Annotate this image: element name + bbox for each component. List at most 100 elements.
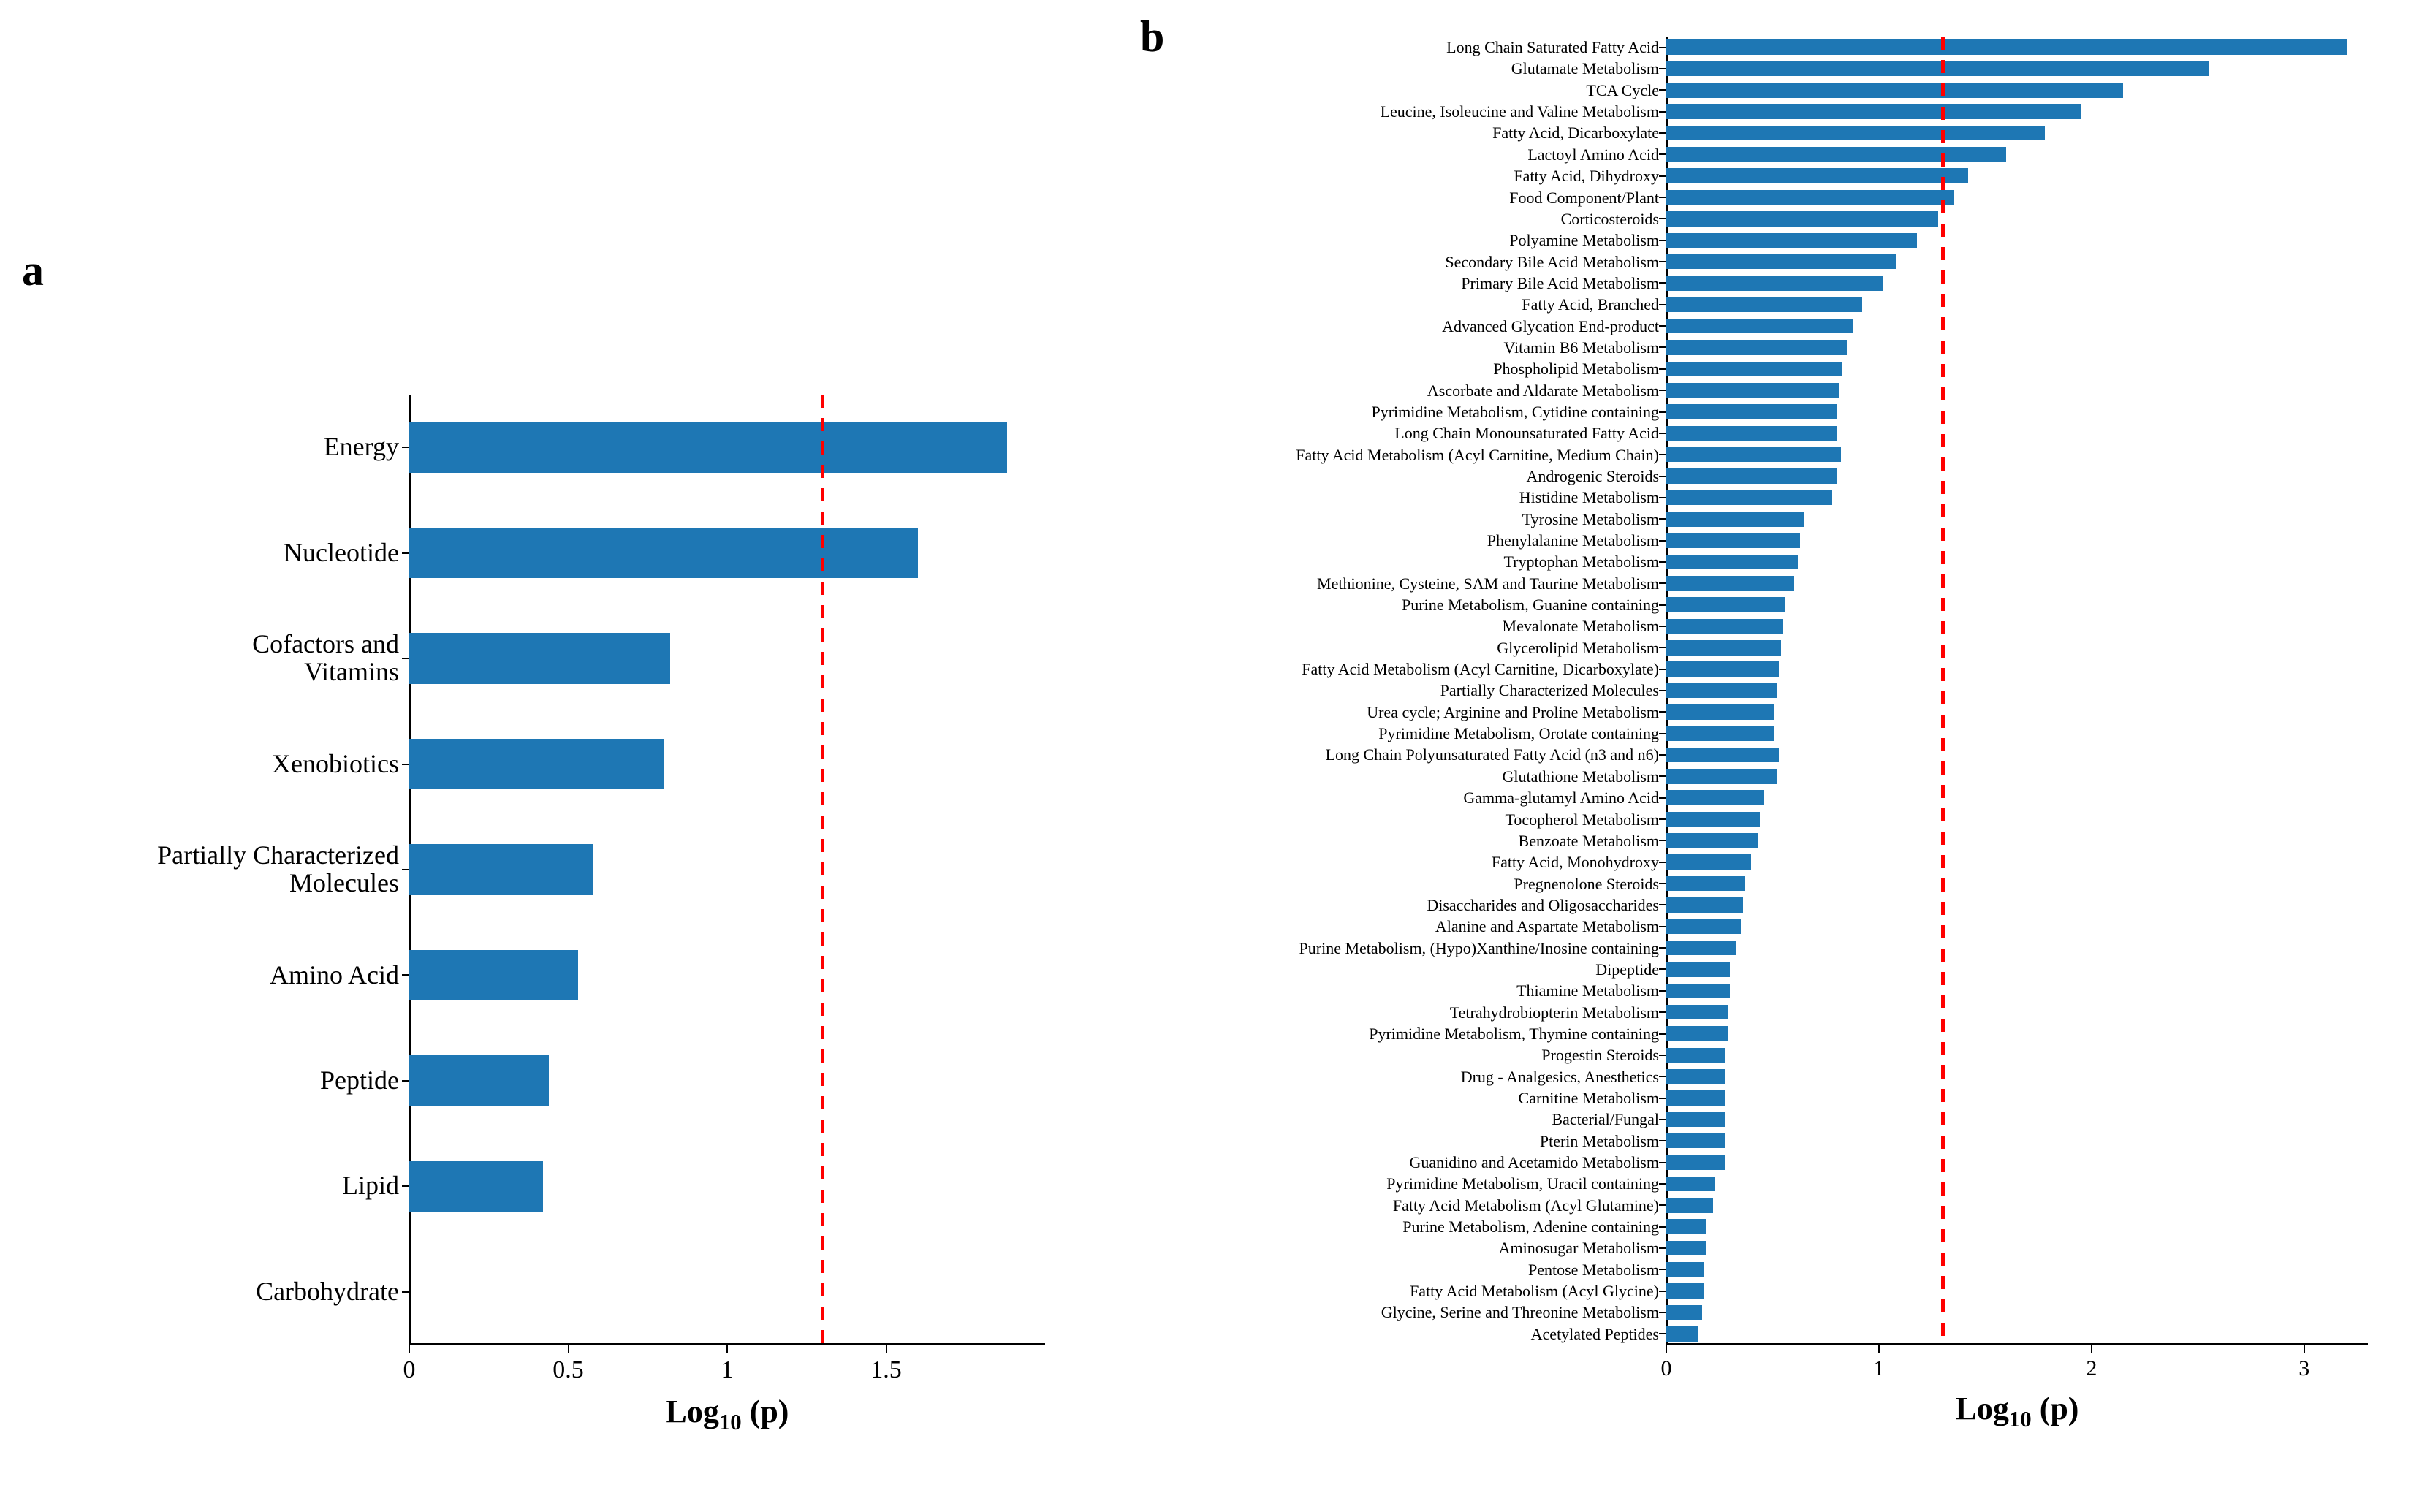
bar (1666, 919, 1741, 935)
bar (1666, 1283, 1704, 1299)
reference-line (821, 395, 826, 1345)
category-label-line: Pyrimidine Metabolism, Cytidine containi… (1371, 403, 1659, 420)
category-label: Dipeptide (1595, 961, 1659, 978)
y-tick (1659, 1076, 1666, 1077)
y-tick (1659, 518, 1666, 520)
category-label: Pyrimidine Metabolism, Uracil containing (1386, 1175, 1659, 1192)
category-label-line: Glycerolipid Metabolism (1497, 639, 1659, 656)
bar (1666, 941, 1736, 956)
category-label-line: Methionine, Cysteine, SAM and Taurine Me… (1317, 575, 1659, 592)
y-tick (1659, 218, 1666, 219)
bar (1666, 276, 1883, 291)
bar (1666, 1090, 1725, 1106)
x-tick-label: 1 (1850, 1356, 1908, 1381)
category-label: Primary Bile Acid Metabolism (1461, 275, 1659, 292)
x-tick-label: 0 (1637, 1356, 1696, 1381)
category-label: Partially Characterized Molecules (1440, 682, 1659, 699)
bar (1666, 1155, 1725, 1170)
category-label: Fatty Acid, Monohydroxy (1492, 854, 1659, 870)
category-label: Tyrosine Metabolism (1522, 511, 1659, 528)
panel-label-text: a (22, 246, 44, 295)
bar (1666, 190, 1954, 205)
bar (1666, 704, 1774, 720)
category-label-line: Amino Acid (270, 962, 399, 989)
category-label-line: Glutamate Metabolism (1511, 60, 1659, 77)
category-label: Benzoate Metabolism (1519, 832, 1659, 849)
y-tick (1659, 282, 1666, 284)
category-label-line: Disaccharides and Oligosaccharides (1427, 897, 1659, 913)
bar (1666, 854, 1751, 870)
bar (1666, 962, 1730, 977)
y-tick (1659, 1312, 1666, 1313)
category-label-line: Carnitine Metabolism (1519, 1090, 1659, 1106)
y-tick (1659, 754, 1666, 756)
x-tick (886, 1345, 887, 1353)
bar (1666, 1048, 1725, 1063)
category-label: Pregnenolone Steroids (1514, 875, 1659, 892)
y-tick (1659, 454, 1666, 455)
category-label: Pyrimidine Metabolism, Orotate containin… (1378, 725, 1659, 742)
category-label: Energy (324, 433, 399, 461)
category-label-line: Purine Metabolism, Guanine containing (1402, 596, 1659, 613)
y-tick (1659, 175, 1666, 177)
y-tick (1659, 346, 1666, 348)
category-label: Polyamine Metabolism (1509, 232, 1659, 248)
category-label-line: Peptide (320, 1067, 399, 1095)
bar (1666, 297, 1862, 313)
category-label-line: Fatty Acid, Monohydroxy (1492, 854, 1659, 870)
category-label-line: Fatty Acid Metabolism (Acyl Carnitine, M… (1296, 447, 1659, 463)
category-label: Alanine and Aspartate Metabolism (1435, 918, 1659, 935)
y-tick (1659, 1269, 1666, 1270)
x-tick-label: 0 (380, 1356, 438, 1384)
bar (1666, 126, 2045, 141)
y-tick (1659, 47, 1666, 48)
bar (1666, 661, 1779, 677)
category-label-line: Phospholipid Metabolism (1493, 360, 1659, 377)
category-label: Corticosteroids (1561, 210, 1659, 227)
y-tick (1659, 733, 1666, 734)
category-label: Long Chain Monounsaturated Fatty Acid (1394, 425, 1659, 441)
bar (1666, 1177, 1715, 1192)
category-label: Lactoyl Amino Acid (1527, 146, 1659, 163)
category-label-line: Long Chain Polyunsaturated Fatty Acid (n… (1326, 746, 1659, 763)
bar (1666, 555, 1798, 570)
bar (1666, 769, 1777, 784)
bar (1666, 1241, 1706, 1256)
category-label-line: Partially Characterized Molecules (1440, 682, 1659, 699)
bar (409, 739, 664, 789)
category-label: Fatty Acid Metabolism (Acyl Glycine) (1410, 1283, 1659, 1299)
y-tick (1659, 561, 1666, 563)
category-label-line: Ascorbate and Aldarate Metabolism (1427, 382, 1659, 399)
category-label-line: Xenobiotics (272, 751, 399, 778)
y-tick (1659, 582, 1666, 584)
category-label-line: Glutathione Metabolism (1503, 768, 1659, 785)
y-tick (1659, 862, 1666, 863)
bar (1666, 897, 1743, 913)
y-tick (1659, 68, 1666, 69)
category-label: Purine Metabolism, Guanine containing (1402, 596, 1659, 613)
category-label-line: Cofactors and (252, 631, 399, 658)
bar (409, 528, 918, 578)
bar (1666, 104, 2081, 119)
category-label: Pyrimidine Metabolism, Cytidine containi… (1371, 403, 1659, 420)
category-label: Pyrimidine Metabolism, Thymine containin… (1369, 1025, 1659, 1042)
y-tick (1659, 132, 1666, 134)
category-label-line: Pregnenolone Steroids (1514, 875, 1659, 892)
category-label-line: Lactoyl Amino Acid (1527, 146, 1659, 163)
bar (1666, 833, 1758, 848)
x-tick-label: 0.5 (539, 1356, 598, 1384)
category-label: Fatty Acid Metabolism (Acyl Carnitine, M… (1296, 447, 1659, 463)
y-tick (1659, 904, 1666, 905)
category-label: Purine Metabolism, (Hypo)Xanthine/Inosin… (1299, 940, 1659, 957)
category-label-line: Benzoate Metabolism (1519, 832, 1659, 849)
y-tick (1659, 926, 1666, 927)
y-tick (1659, 1183, 1666, 1185)
bar (409, 1161, 543, 1212)
category-label: Lipid (342, 1172, 399, 1200)
category-label-line: Lipid (342, 1172, 399, 1200)
y-tick (1659, 840, 1666, 841)
category-label-line: Primary Bile Acid Metabolism (1461, 275, 1659, 292)
bar (1666, 876, 1745, 892)
y-tick (402, 974, 409, 976)
y-tick (402, 764, 409, 765)
